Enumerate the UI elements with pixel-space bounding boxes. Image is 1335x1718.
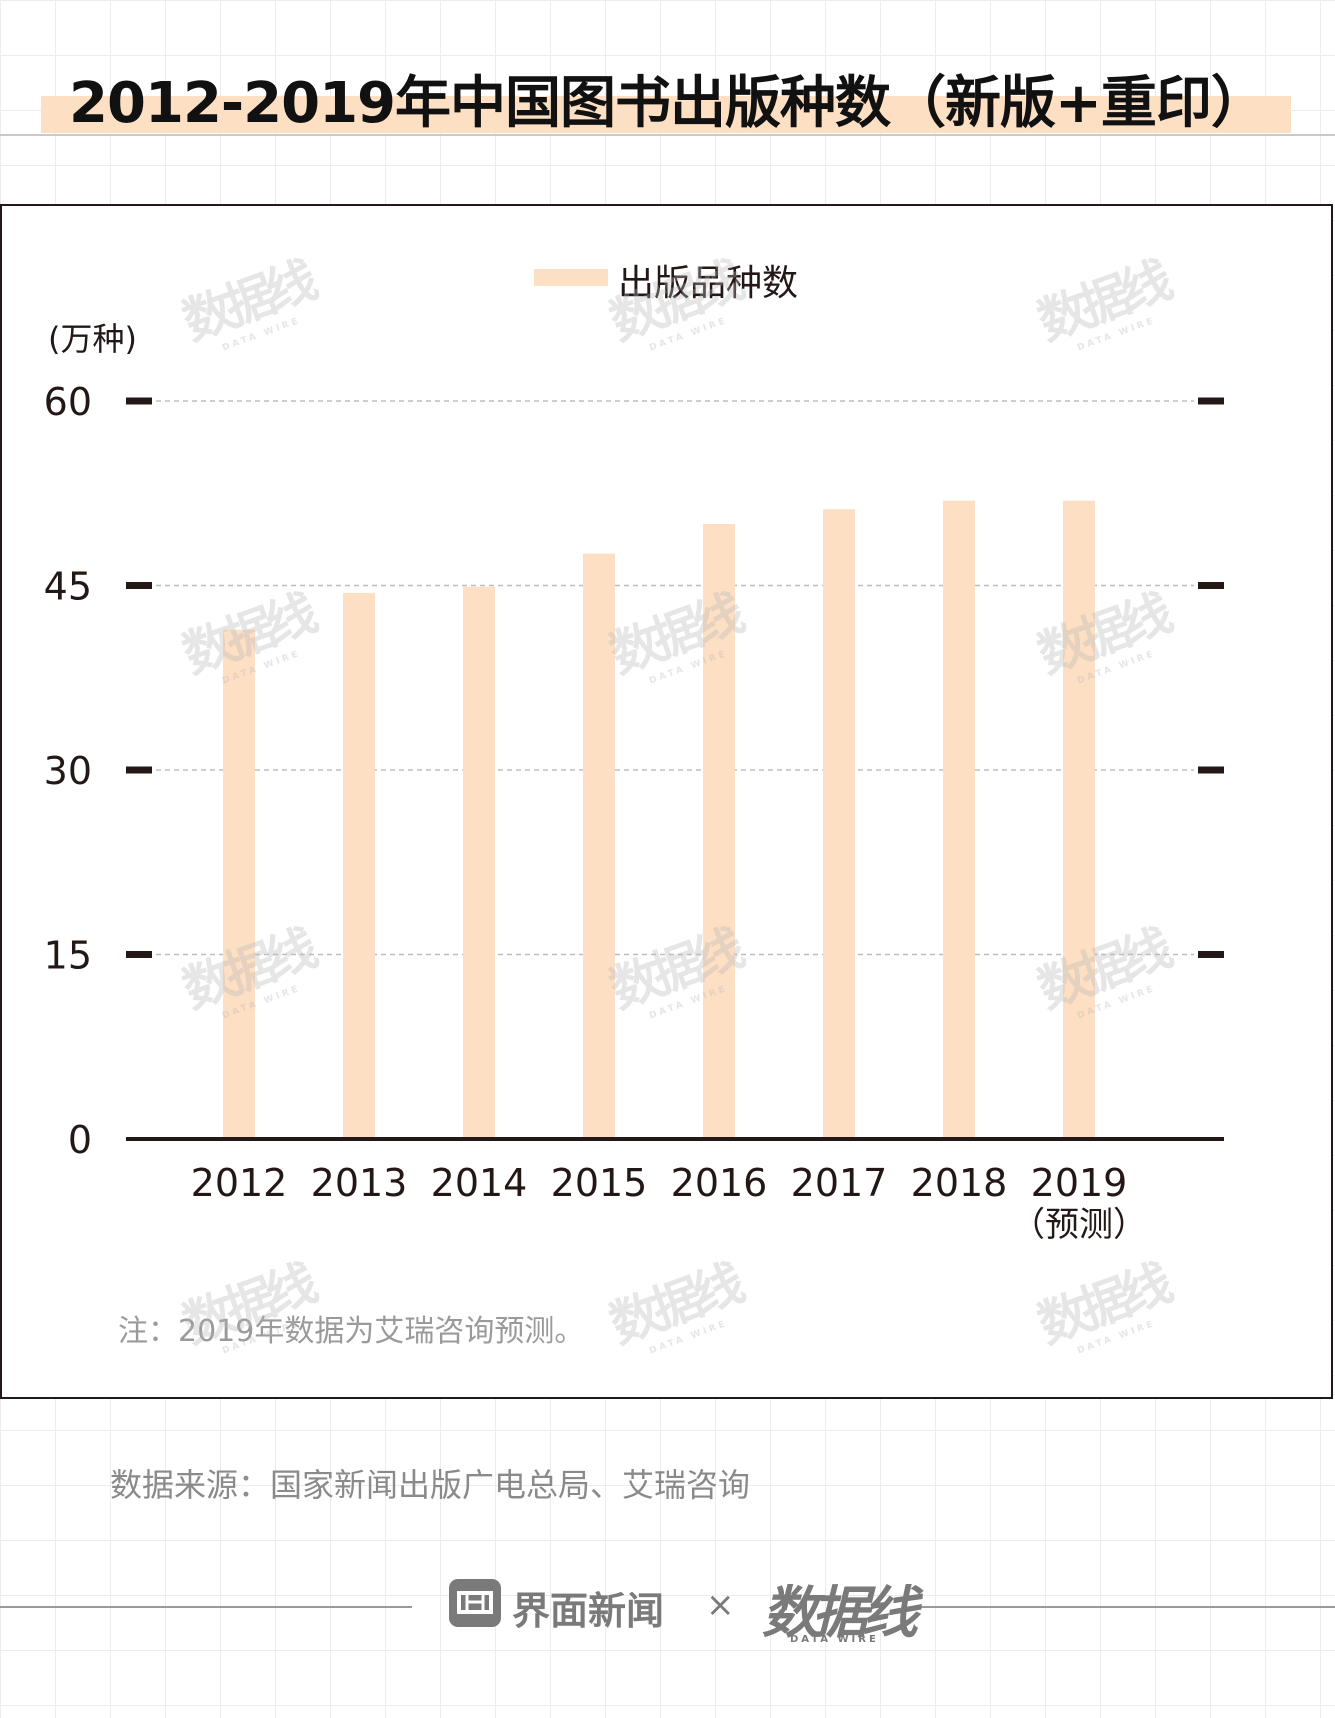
x-tick-label: 2016 — [671, 1161, 768, 1205]
y-tick-label: 15 — [44, 934, 92, 978]
y-tick-mark-right — [1198, 951, 1224, 958]
y-tick-mark-right — [1198, 397, 1224, 405]
bar — [463, 586, 495, 1139]
bar — [823, 509, 855, 1139]
chart-panel: 出版品种数 (万种) 0 15 30 45 60 2012 2013 2014 2015 2016… — [0, 204, 1333, 1399]
x-tick-sublabel: （预测） — [1011, 1205, 1147, 1245]
bar — [703, 524, 735, 1139]
chart-note: 注：2019年数据为艾瑞咨询预测。 — [118, 1314, 585, 1349]
x-tick-label: 2012 — [191, 1161, 288, 1205]
x-tick-label: 2013 — [311, 1161, 408, 1205]
bar — [223, 629, 255, 1139]
y-tick-label: 60 — [44, 380, 92, 424]
footer-rule-right — [910, 1606, 1335, 1608]
bar — [343, 592, 375, 1139]
x-tick-label: 2017 — [791, 1161, 888, 1205]
x-tick-label: 2015 — [551, 1161, 648, 1205]
y-tick-mark-left — [126, 397, 152, 405]
y-tick-label: 45 — [44, 565, 92, 609]
y-tick-label: 0 — [68, 1118, 92, 1162]
y-axis-unit: (万种) — [48, 320, 137, 358]
x-tick-label: 2018 — [911, 1161, 1008, 1205]
x-tick-label: 2014 — [431, 1161, 528, 1205]
y-tick-mark-left — [126, 582, 152, 589]
y-tick-mark-right — [1198, 582, 1224, 589]
jiemian-logo-icon — [449, 1579, 501, 1627]
bar — [943, 500, 975, 1139]
title-highlight — [41, 96, 1291, 133]
legend-swatch — [534, 269, 608, 286]
times-sign: × — [706, 1585, 735, 1625]
datawire-logo: 数据线 — [762, 1581, 918, 1646]
bar-chart: 0 15 30 45 60 2012 2013 2014 2015 2016 2017 2018 201… — [44, 380, 1224, 1245]
chart-title: 2012-2019年中国图书出版种数（新版+重印） — [69, 71, 1267, 136]
x-tick-label: 2019 — [1031, 1161, 1128, 1205]
title-divider — [0, 134, 1335, 136]
y-tick-mark-left — [126, 951, 152, 958]
y-tick-label: 30 — [44, 749, 92, 793]
bar — [1063, 500, 1095, 1139]
y-tick-mark-right — [1198, 766, 1224, 774]
footer-rule-left — [0, 1606, 412, 1608]
legend-label: 出版品种数 — [618, 263, 799, 304]
data-source: 数据来源：国家新闻出版广电总局、艾瑞咨询 — [110, 1466, 751, 1504]
bar — [583, 553, 615, 1139]
y-tick-mark-left — [126, 766, 152, 774]
datawire-logo-subtitle: DATA WIRE — [790, 1634, 879, 1645]
jiemian-logo-text: 界面新闻 — [512, 1589, 665, 1633]
